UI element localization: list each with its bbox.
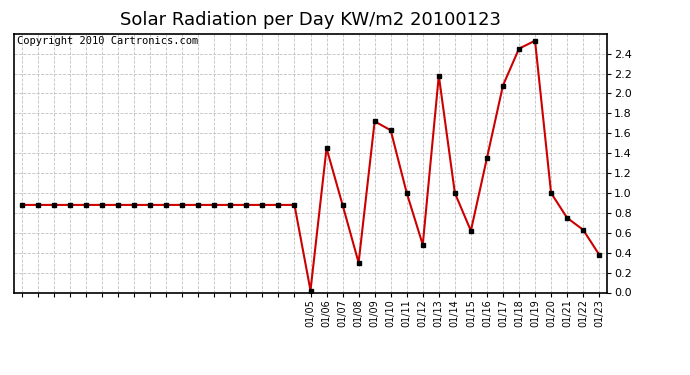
Text: Copyright 2010 Cartronics.com: Copyright 2010 Cartronics.com <box>17 36 198 46</box>
Title: Solar Radiation per Day KW/m2 20100123: Solar Radiation per Day KW/m2 20100123 <box>120 11 501 29</box>
